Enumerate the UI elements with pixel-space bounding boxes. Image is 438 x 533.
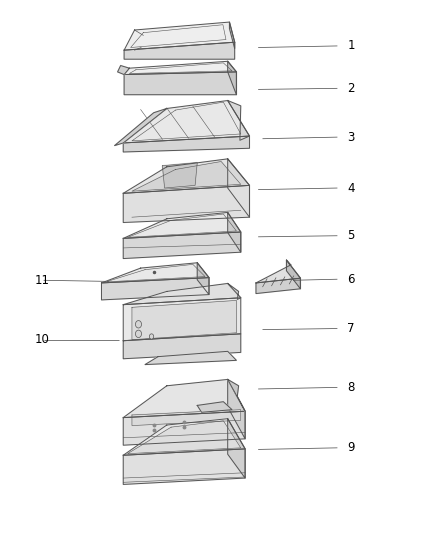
Polygon shape [124, 22, 235, 50]
Polygon shape [132, 301, 237, 340]
Polygon shape [256, 278, 300, 294]
Polygon shape [228, 61, 237, 95]
Text: 4: 4 [347, 182, 355, 195]
Polygon shape [123, 101, 250, 143]
Polygon shape [123, 213, 241, 238]
Text: 8: 8 [347, 381, 355, 394]
Polygon shape [123, 449, 245, 484]
Polygon shape [162, 163, 197, 188]
Polygon shape [124, 72, 237, 95]
Polygon shape [123, 232, 241, 259]
Polygon shape [127, 421, 241, 454]
Polygon shape [230, 22, 235, 49]
Polygon shape [123, 185, 250, 222]
Polygon shape [228, 379, 245, 411]
Text: 2: 2 [347, 82, 355, 95]
Polygon shape [123, 298, 241, 341]
Polygon shape [117, 66, 129, 75]
Text: 7: 7 [347, 322, 355, 335]
Polygon shape [228, 213, 241, 252]
Polygon shape [286, 260, 300, 289]
Polygon shape [123, 284, 241, 305]
Polygon shape [145, 351, 237, 365]
Polygon shape [132, 410, 241, 425]
Polygon shape [124, 42, 235, 59]
Polygon shape [228, 419, 245, 478]
Polygon shape [124, 61, 237, 75]
Polygon shape [123, 379, 245, 418]
Polygon shape [115, 109, 167, 146]
Polygon shape [123, 159, 250, 193]
Polygon shape [123, 411, 245, 445]
Text: 11: 11 [34, 274, 49, 287]
Polygon shape [228, 101, 250, 140]
Polygon shape [123, 419, 245, 455]
Text: 3: 3 [347, 131, 355, 143]
Polygon shape [256, 260, 300, 283]
Polygon shape [228, 159, 250, 217]
Circle shape [135, 330, 141, 337]
Polygon shape [102, 263, 209, 283]
Text: 6: 6 [347, 273, 355, 286]
Text: 1: 1 [347, 39, 355, 52]
Polygon shape [197, 402, 232, 413]
Polygon shape [132, 161, 241, 191]
Circle shape [149, 334, 154, 339]
Text: 5: 5 [347, 229, 355, 242]
Circle shape [135, 320, 141, 328]
Polygon shape [228, 379, 245, 439]
Polygon shape [123, 334, 241, 359]
Text: 10: 10 [35, 333, 49, 346]
Polygon shape [102, 278, 209, 300]
Polygon shape [228, 284, 241, 300]
Polygon shape [197, 263, 209, 295]
Polygon shape [123, 136, 250, 152]
Text: 9: 9 [347, 441, 355, 454]
